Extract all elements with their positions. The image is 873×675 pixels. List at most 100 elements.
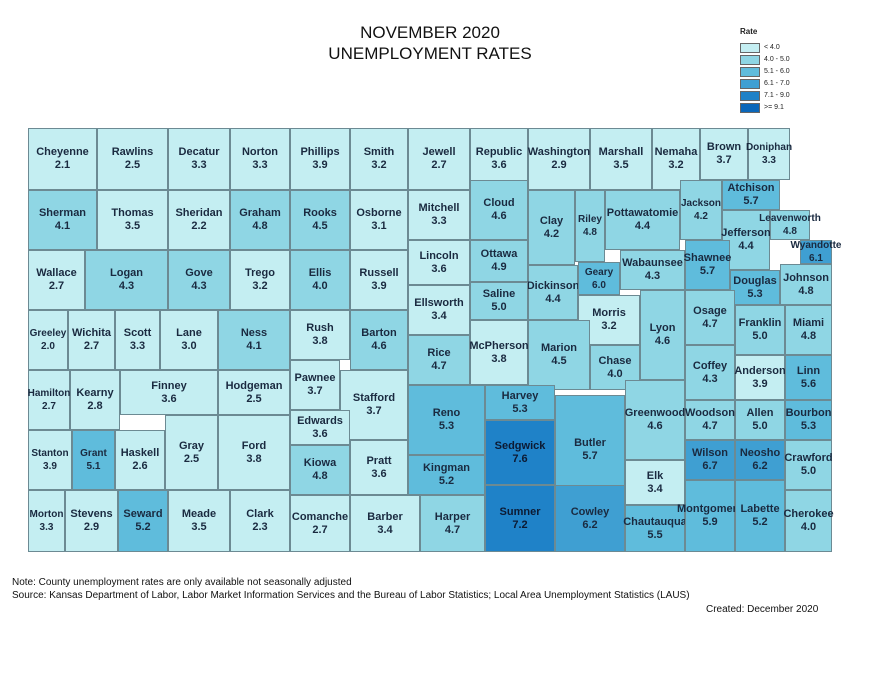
county-name: Coffey	[692, 359, 728, 372]
county-name: Shawnee	[683, 252, 732, 264]
county-rate: 3.8	[491, 352, 507, 365]
county-name: Cloud	[483, 197, 515, 209]
county-name: Comanche	[291, 510, 349, 523]
county-dickinson: Dickinson 4.4	[526, 265, 580, 320]
map-title-line1: NOVEMBER 2020	[360, 23, 500, 42]
county-name: Cowley	[570, 505, 610, 518]
county-rate: 2.7	[431, 159, 447, 171]
legend-label: >= 9.1	[764, 104, 784, 111]
county-rate: 3.3	[191, 159, 207, 171]
county-rate: 2.5	[246, 392, 262, 405]
county-osage: Osage 4.7	[685, 290, 735, 345]
county-name: Clay	[539, 214, 564, 227]
county-rate: 3.3	[39, 522, 54, 533]
county-rate: 4.5	[312, 220, 328, 232]
county-rate: 4.1	[54, 220, 71, 232]
county-rate: 4.8	[798, 284, 814, 297]
county-thomas: Thomas 3.5	[97, 190, 168, 250]
county-pawnee: Pawnee 3.7	[290, 360, 340, 410]
county-name: Wilson	[692, 447, 728, 459]
legend-item: 5.1 - 6.0	[740, 66, 790, 77]
county-rate: 5.2	[752, 516, 768, 528]
county-name: Dickinson	[526, 279, 580, 292]
county-rate: 3.4	[647, 482, 663, 495]
county-rate: 7.2	[512, 518, 528, 531]
county-wyandotte: Wyandotte 6.1	[791, 240, 841, 264]
county-name: Pratt	[366, 454, 392, 467]
county-rate: 4.9	[491, 261, 507, 273]
county-rate: 2.7	[48, 280, 65, 292]
legend-item: 6.1 - 7.0	[740, 78, 790, 89]
county-rate: 4.6	[647, 420, 663, 432]
county-linn: Linn 5.6	[785, 355, 832, 400]
kansas-county-map: Cheyenne 2.1 Rawlins 2.5 Decatur 3.3 Norton 3.3…	[28, 128, 841, 552]
county-wabaunsee: Wabaunsee 4.3	[620, 250, 685, 290]
county-rate: 4.2	[543, 227, 560, 240]
county-rooks: Rooks 4.5	[290, 190, 350, 250]
county-name: Cherokee	[783, 508, 834, 520]
legend-label: 6.1 - 7.0	[764, 80, 790, 87]
legend-label: 5.1 - 6.0	[764, 68, 790, 75]
county-name: Neosho	[739, 447, 781, 459]
county-name: Sherman	[38, 207, 87, 219]
county-name: Marshall	[598, 146, 644, 158]
county-anderson: Anderson 3.9	[734, 355, 786, 400]
county-rate: 3.1	[371, 220, 387, 232]
county-harper: Harper 4.7	[420, 495, 485, 552]
county-nemaha: Nemaha 3.2	[652, 128, 700, 190]
county-wichita: Wichita 2.7	[68, 310, 115, 370]
county-name: Douglas	[733, 274, 777, 287]
county-name: Doniphan	[745, 142, 793, 153]
county-rate: 4.7	[444, 523, 461, 536]
county-name: Ottawa	[480, 248, 518, 260]
county-rate: 4.5	[551, 355, 567, 367]
county-rate: 4.1	[246, 340, 262, 352]
county-sumner: Sumner 7.2	[485, 485, 555, 552]
county-leavenworth: Leavenworth 4.8	[759, 210, 821, 240]
county-name: Edwards	[297, 414, 343, 427]
county-rate: 3.9	[312, 159, 328, 171]
county-rate: 3.9	[371, 280, 387, 292]
county-sherman: Sherman 4.1	[28, 190, 97, 250]
county-scott: Scott 3.3	[115, 310, 160, 370]
county-ness: Ness 4.1	[218, 310, 290, 370]
county-edwards: Edwards 3.6	[290, 410, 350, 445]
county-name: Ness	[240, 327, 268, 339]
county-name: Wallace	[36, 267, 77, 279]
county-rate: 6.7	[702, 460, 718, 472]
county-pratt: Pratt 3.6	[350, 440, 408, 495]
county-crawford: Crawford 5.0	[784, 440, 833, 490]
county-rate: 6.0	[592, 279, 606, 291]
county-rate: 2.7	[83, 340, 100, 352]
county-decatur: Decatur 3.3	[168, 128, 230, 190]
county-rate: 3.2	[371, 159, 387, 171]
county-name: Kingman	[422, 462, 471, 474]
county-wallace: Wallace 2.7	[28, 250, 85, 310]
county-lane: Lane 3.0	[160, 310, 218, 370]
county-rate: 3.3	[129, 340, 146, 352]
county-rate: 4.0	[607, 367, 623, 380]
county-franklin: Franklin 5.0	[735, 305, 785, 355]
county-rate: 3.7	[716, 154, 732, 166]
county-washington: Washington 2.9	[528, 128, 590, 190]
county-name: Barber	[367, 510, 403, 523]
county-name: Republic	[475, 146, 523, 158]
county-allen: Allen 5.0	[735, 400, 785, 440]
legend-swatch	[740, 102, 760, 113]
county-coffey: Coffey 4.3	[685, 345, 735, 400]
county-rate: 2.0	[41, 341, 55, 352]
county-name: Rice	[427, 347, 451, 359]
county-rate: 3.5	[191, 521, 207, 533]
county-name: Harper	[434, 510, 471, 523]
county-name: Geary	[584, 266, 614, 278]
county-morton: Morton 3.3	[28, 490, 65, 552]
county-name: Harvey	[501, 389, 539, 402]
county-rate: 4.7	[702, 317, 718, 330]
county-rate: 2.3	[252, 521, 268, 533]
county-rate: 5.3	[747, 287, 763, 300]
county-kearny: Kearny 2.8	[70, 370, 120, 430]
county-chautauqua: Chautauqua 5.5	[623, 505, 687, 552]
county-rate: 5.0	[752, 420, 768, 432]
county-atchison: Atchison 5.7	[722, 180, 780, 210]
county-rate: 3.8	[312, 335, 328, 347]
